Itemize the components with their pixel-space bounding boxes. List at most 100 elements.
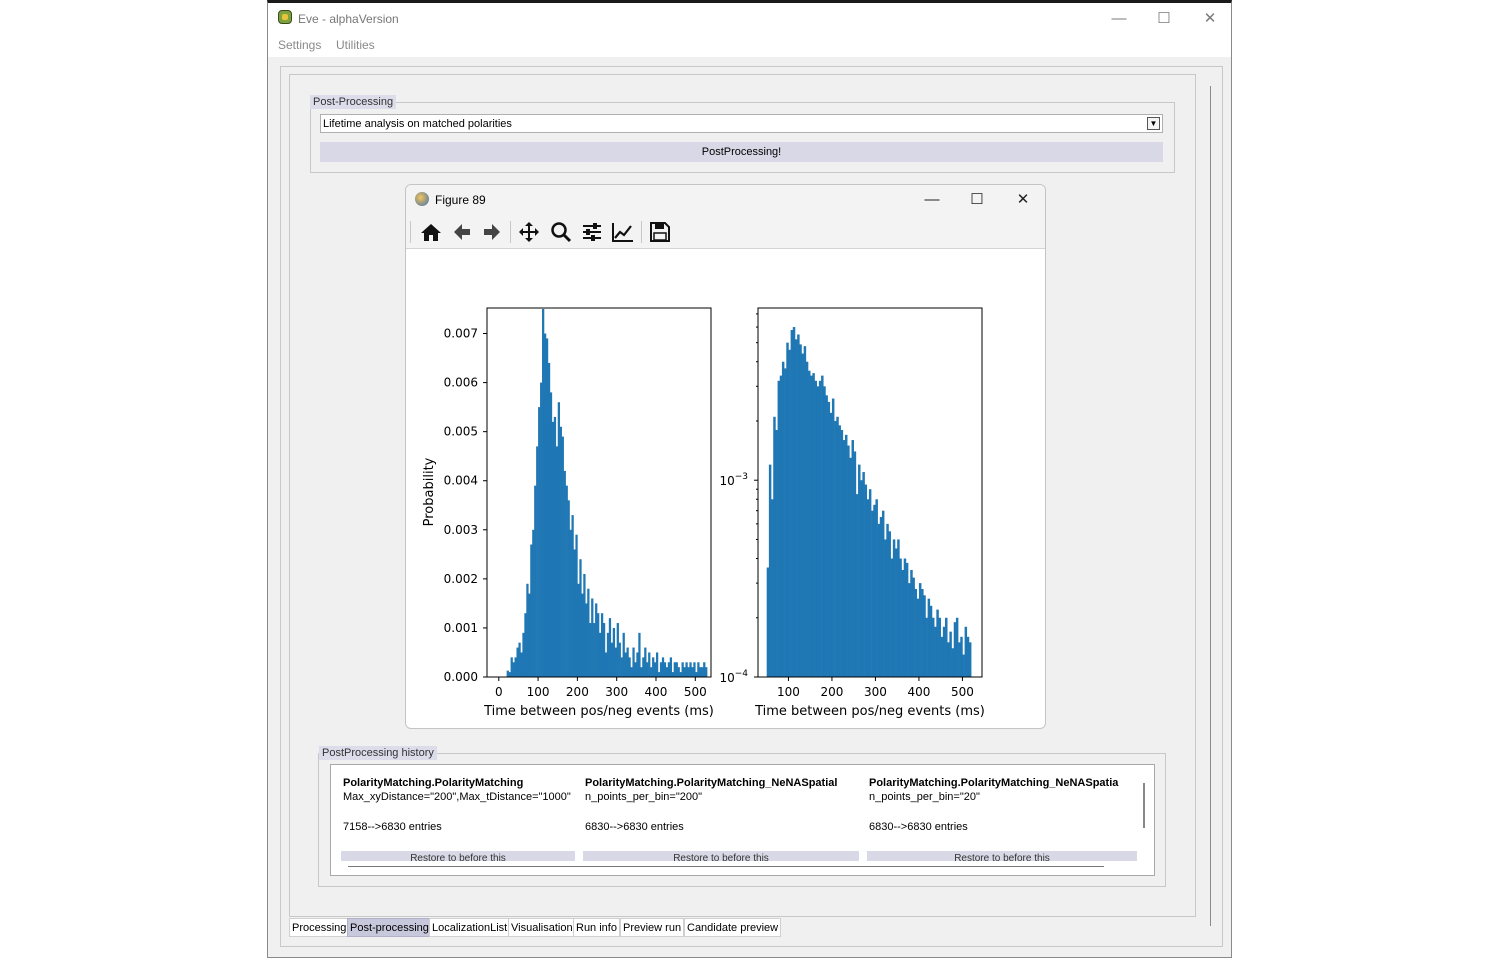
histogram-bar <box>873 504 876 677</box>
histogram-bar <box>679 672 682 677</box>
figure-toolbar <box>406 215 1045 249</box>
y-tick-label: 0.001 <box>444 621 478 635</box>
x-tick-label: 500 <box>951 685 974 699</box>
restore-button[interactable]: Restore to before this <box>341 851 575 861</box>
postprocessing-group-title: Post-Processing <box>310 95 397 109</box>
y-tick-label: 0.005 <box>444 425 478 439</box>
home-icon[interactable] <box>419 221 443 243</box>
histogram-bar <box>648 652 651 677</box>
tab-localizationlist[interactable]: LocalizationList <box>429 918 511 937</box>
histogram-bar <box>567 500 570 677</box>
minimize-button[interactable]: — <box>1111 10 1127 27</box>
history-vertical-scrollbar[interactable] <box>1143 783 1145 828</box>
x-tick-label: 300 <box>864 685 887 699</box>
histogram-bar <box>587 588 590 677</box>
histogram-bar <box>632 647 635 677</box>
figure-title: Figure 89 <box>435 193 486 207</box>
save-icon[interactable] <box>648 221 672 243</box>
histogram-bar <box>526 583 529 677</box>
histogram-bar <box>771 499 774 677</box>
histogram-bar <box>940 636 944 677</box>
histogram-bar <box>618 642 621 677</box>
figure-close-button[interactable]: ✕ <box>1016 191 1030 208</box>
histogram-bar <box>630 667 633 677</box>
chevron-down-icon[interactable]: ▼ <box>1147 117 1160 130</box>
x-tick-label: 100 <box>777 685 800 699</box>
histogram-log: 100 200 300 400 500 10−4 10−3 Time between pos… <box>719 307 985 719</box>
back-arrow-icon[interactable] <box>450 221 474 243</box>
menu-utilities[interactable]: Utilities <box>336 38 375 52</box>
toolbar-separator <box>510 221 511 243</box>
histogram-bar <box>862 472 865 677</box>
histogram-bar <box>553 416 557 677</box>
axis-ticks: 0 100 200 300 400 500 0.000 0.001 0.002 0.003 0.00… <box>444 327 707 699</box>
histogram-bar <box>528 593 531 677</box>
histogram-bar <box>799 344 802 677</box>
histogram-bar <box>683 667 686 677</box>
tab-visualisation[interactable]: Visualisation <box>508 918 576 937</box>
tab-candidate-preview[interactable]: Candidate preview <box>684 918 782 937</box>
postprocessing-run-button[interactable]: PostProcessing! <box>320 142 1163 162</box>
histogram-bar <box>821 375 824 677</box>
histogram-bar <box>910 569 913 677</box>
histogram-bar <box>908 583 911 677</box>
histogram-bar <box>786 342 789 677</box>
histogram-bar <box>801 353 804 677</box>
tab-post-processing[interactable]: Post-processing <box>347 918 432 937</box>
tab-processing[interactable]: Processing <box>289 918 350 937</box>
restore-button[interactable]: Restore to before this <box>583 851 859 861</box>
histogram-bar <box>703 662 706 677</box>
history-entry-params: n_points_per_bin="20" <box>869 791 980 803</box>
histogram-bar <box>614 647 617 677</box>
histogram-bar <box>794 339 798 677</box>
histogram-bars <box>766 327 972 677</box>
tab-run-info[interactable]: Run info <box>573 918 620 937</box>
history-horizontal-scrollbar[interactable] <box>348 866 1104 867</box>
histogram-bar <box>685 662 688 677</box>
matplotlib-logo-icon <box>415 192 429 206</box>
histogram-bar <box>638 632 641 677</box>
histogram-bar <box>923 595 926 677</box>
menu-settings[interactable]: Settings <box>278 38 322 52</box>
histogram-bar <box>563 470 566 677</box>
x-tick-label: 300 <box>605 685 628 699</box>
figure-minimize-button[interactable]: — <box>924 191 940 208</box>
histogram-bar <box>899 558 902 677</box>
histogram-bar <box>768 464 772 677</box>
close-button[interactable]: ✕ <box>1203 10 1217 27</box>
axes-frame <box>486 307 712 678</box>
postprocessing-function-select[interactable]: Lifetime analysis on matched polarities … <box>320 114 1163 133</box>
figure-canvas[interactable]: 0 100 200 300 400 500 0.000 0.001 0.002 0.003 0.00… <box>406 249 1045 729</box>
maximize-button[interactable]: ☐ <box>1157 10 1171 27</box>
configure-subplots-icon[interactable] <box>580 221 604 243</box>
histogram-bar <box>516 647 519 677</box>
histogram-bar <box>585 603 588 677</box>
histogram-bar <box>816 386 820 677</box>
zoom-icon[interactable] <box>549 221 573 243</box>
history-entry-params: Max_xyDistance="200",Max_tDistance="1000… <box>343 791 571 803</box>
histogram-bar <box>612 627 616 677</box>
tab-preview-run[interactable]: Preview run <box>620 918 685 937</box>
window-title: Eve - alphaVersion <box>298 12 399 26</box>
histogram-bar <box>888 531 891 677</box>
histogram-bar <box>600 613 604 677</box>
edit-axis-icon[interactable] <box>611 221 635 243</box>
pan-icon[interactable] <box>517 221 541 243</box>
forward-arrow-icon[interactable] <box>480 221 504 243</box>
vertical-scrollbar[interactable] <box>1210 86 1211 926</box>
histogram-bar <box>964 626 968 677</box>
histogram-bar <box>823 386 826 677</box>
restore-button[interactable]: Restore to before this <box>867 851 1137 861</box>
postprocessing-panel <box>289 74 1196 917</box>
histogram-bar <box>620 657 623 677</box>
histogram-bar <box>608 618 612 677</box>
figure-maximize-button[interactable]: ☐ <box>970 191 984 208</box>
history-entry-title: PolarityMatching.PolarityMatching <box>343 777 524 789</box>
history-scroll-area[interactable]: PolarityMatching.PolarityMatching Max_xy… <box>330 764 1155 876</box>
histogram-bar <box>945 617 948 677</box>
histogram-bar <box>599 632 602 677</box>
y-axis-label: Probability <box>422 457 437 526</box>
histogram-bar <box>636 652 639 677</box>
histogram-bar <box>689 662 692 677</box>
x-tick-label: 500 <box>684 685 707 699</box>
